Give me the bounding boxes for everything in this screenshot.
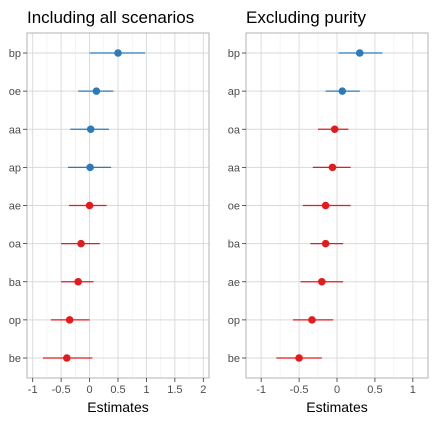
y-tick-label: op [9, 315, 21, 327]
y-tick-label: ba [9, 277, 22, 289]
estimate-point-ap [338, 87, 347, 95]
x-tick-label: 0 [87, 384, 93, 396]
estimate-point-oa [330, 125, 339, 134]
estimate-point-oe [92, 87, 101, 95]
y-tick-label: be [9, 353, 21, 365]
x-tick-label: 1 [410, 384, 416, 396]
panel-excluding-purity: Excluding purity bp ap oa aa oe ba ae op be -1 -0… [228, 8, 429, 415]
y-tick-label: op [228, 315, 240, 327]
x-tick-label: 0 [334, 384, 340, 396]
x-axis: -1 -0.5 0 0.5 1 1.5 2 [28, 378, 206, 396]
y-tick-label: oe [228, 201, 240, 213]
estimate-point-oe [321, 201, 330, 210]
y-tick-label: bp [228, 48, 240, 60]
estimate-point-ae [318, 277, 326, 286]
estimate-point-bp [114, 49, 122, 57]
panel-including-all-scenarios: Including all scenarios bp oe aa ap ae oa ba op… [9, 8, 210, 415]
x-axis: -1 -0.5 0 0.5 1 [256, 378, 416, 396]
estimate-point-aa [86, 125, 95, 134]
y-tick-label: aa [9, 124, 22, 136]
x-tick-label: 1.5 [167, 384, 182, 396]
x-tick-label: -0.5 [52, 384, 71, 396]
estimate-point-ba [321, 239, 330, 248]
point-layer [295, 49, 364, 362]
x-tick-label: 0.5 [110, 384, 125, 396]
estimate-point-op [65, 316, 74, 324]
y-axis: bp ap oa aa oe ba ae op be [228, 48, 246, 365]
estimate-point-ap [86, 163, 94, 172]
estimate-point-aa [328, 163, 337, 172]
x-tick-label: -0.5 [290, 384, 309, 396]
y-tick-label: aa [228, 162, 241, 174]
grid-layer [27, 33, 209, 378]
estimate-point-be [295, 354, 303, 362]
y-tick-label: ap [228, 86, 240, 98]
x-tick-label: 0.5 [367, 384, 382, 396]
y-tick-label: oe [9, 86, 21, 98]
x-tick-label: -1 [256, 384, 266, 396]
estimate-point-oa [77, 239, 85, 248]
x-axis-title: Estimates [306, 399, 367, 415]
y-tick-label: oa [228, 124, 241, 136]
y-tick-label: ap [9, 162, 21, 174]
estimate-point-op [308, 316, 316, 324]
y-tick-label: ae [228, 277, 240, 289]
y-tick-label: ba [228, 239, 241, 251]
panel-title: Including all scenarios [27, 8, 194, 27]
y-tick-label: ae [9, 201, 21, 213]
y-tick-label: be [228, 353, 240, 365]
panel-title: Excluding purity [246, 8, 367, 27]
x-tick-label: 2 [200, 384, 206, 396]
x-tick-label: -1 [28, 384, 38, 396]
estimate-point-ae [85, 201, 94, 210]
estimate-point-ba [74, 277, 82, 286]
y-tick-label: bp [9, 48, 21, 60]
estimate-point-be [63, 354, 71, 362]
x-tick-label: 1 [143, 384, 149, 396]
point-layer [63, 49, 122, 362]
estimate-point-bp [355, 49, 364, 57]
y-tick-label: oa [9, 239, 22, 251]
x-axis-title: Estimates [87, 399, 148, 415]
y-axis: bp oe aa ap ae oa ba op be [9, 48, 27, 365]
